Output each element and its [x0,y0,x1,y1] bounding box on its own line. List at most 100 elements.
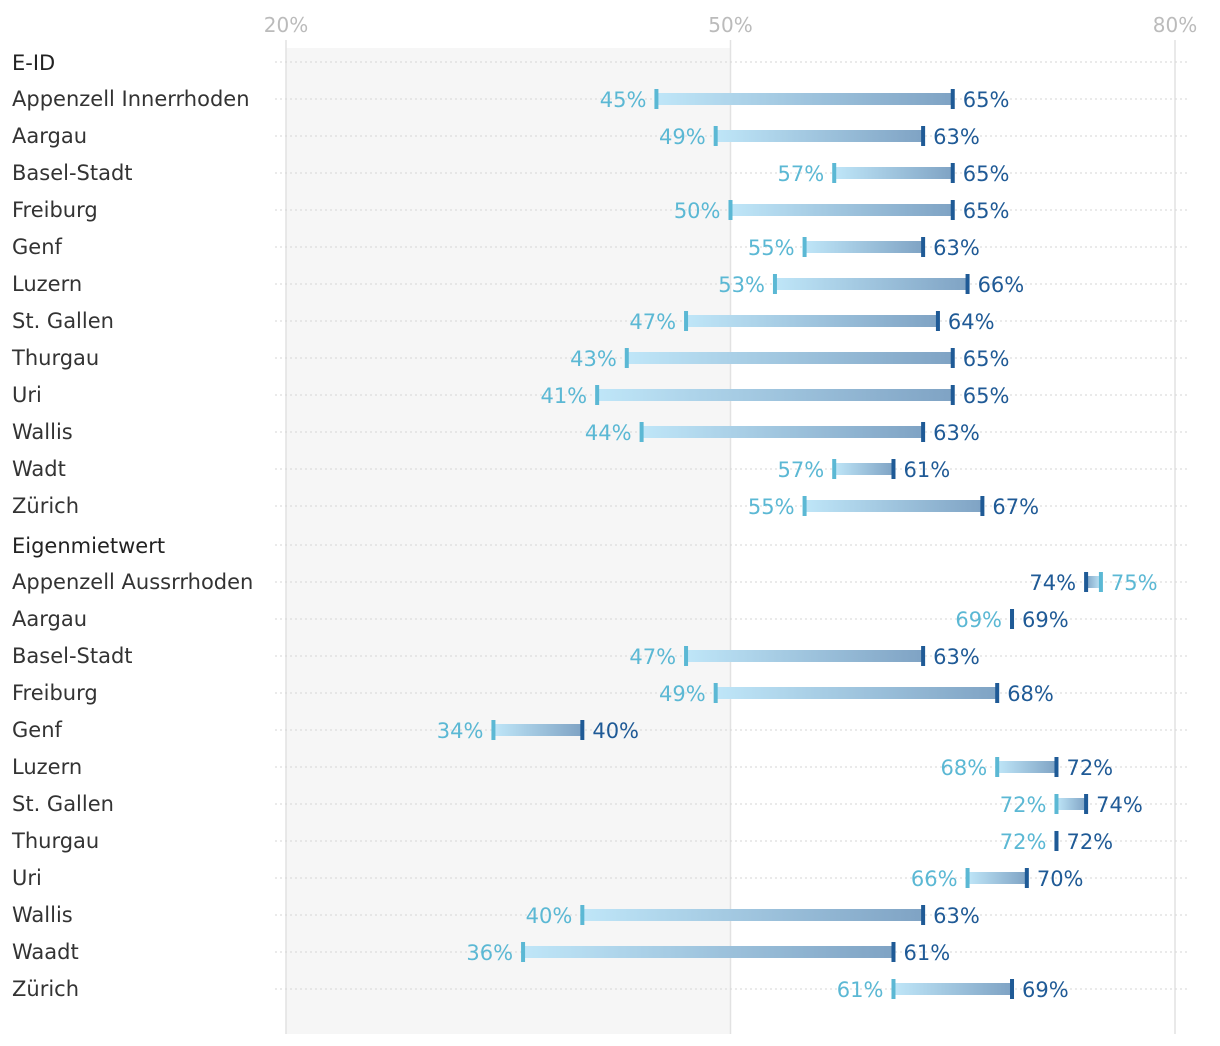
end-marker [935,311,940,331]
range-bar [715,130,924,142]
start-marker [580,905,585,925]
end-marker [950,89,955,109]
start-value-label: 45% [600,88,647,112]
category-label: Uri [12,866,42,890]
group-title: Eigenmietwert [12,534,165,558]
chart-rows: E-ID Appenzell Innerrhoden 45% 65% Aargau 49%… [11,51,1158,1002]
range-bar [582,909,924,921]
end-value-label: 65% [963,384,1010,408]
category-label: Zürich [12,494,79,518]
end-value-label: 63% [933,645,980,669]
end-value-label: 64% [948,310,995,334]
start-value-label: 43% [570,347,617,371]
end-marker [921,646,926,666]
end-marker [921,905,926,925]
start-value-label: 49% [659,125,706,149]
end-value-label: 61% [903,458,950,482]
start-marker [713,126,718,146]
end-marker [950,385,955,405]
category-label: Genf [12,718,63,742]
category-label: Aargau [12,124,87,148]
start-marker [639,422,644,442]
tick-label: 50% [708,13,752,37]
category-label: Wadt [12,457,66,481]
end-marker [1010,609,1015,629]
category-label: Wallis [12,903,73,927]
range-bar [834,167,953,179]
start-value-label: 34% [437,719,484,743]
tick-label: 20% [264,13,308,37]
category-label: Luzern [12,272,82,296]
end-marker [891,459,896,479]
end-marker [921,237,926,257]
range-bar [804,241,924,253]
start-value-label: 40% [526,904,573,928]
axis-ticks: 20% 50% 80% [264,13,1197,37]
start-marker [891,979,896,999]
start-value-label: 55% [748,495,795,519]
end-marker [1084,572,1089,592]
start-marker [491,720,496,740]
range-bar [774,278,968,290]
end-value-label: 63% [933,904,980,928]
start-marker [521,942,526,962]
range-bar [1086,576,1101,588]
category-label: Thurgau [11,829,99,853]
category-label: Wallis [12,420,73,444]
range-bar [997,761,1057,773]
category-label: St. Gallen [12,309,114,333]
end-marker [1054,757,1059,777]
end-value-label: 72% [1066,830,1113,854]
start-marker [832,459,837,479]
range-bar [686,650,924,662]
start-value-label: 72% [1000,793,1047,817]
start-marker [802,237,807,257]
end-marker [580,720,585,740]
start-value-label: 50% [674,199,721,223]
start-value-label: 69% [955,608,1002,632]
start-value-label: 66% [911,867,958,891]
start-value-label: 55% [748,236,795,260]
end-marker [891,942,896,962]
start-value-label: 57% [778,458,825,482]
end-value-label: 72% [1066,756,1113,780]
start-marker [684,311,689,331]
start-marker [832,163,837,183]
range-bar [893,983,1013,995]
start-value-label: 68% [941,756,988,780]
range-bar [523,946,894,958]
start-value-label: 47% [629,310,676,334]
start-value-label: 47% [629,645,676,669]
end-value-label: 63% [933,125,980,149]
start-marker [595,385,600,405]
category-label: Waadt [12,940,79,964]
start-marker [728,200,733,220]
end-marker [995,683,1000,703]
category-label: St. Gallen [12,792,114,816]
range-bar [686,315,938,327]
end-value-label: 70% [1037,867,1084,891]
end-marker [1084,794,1089,814]
end-value-label: 65% [963,347,1010,371]
end-marker [950,200,955,220]
end-marker [965,274,970,294]
range-bar [656,93,953,105]
start-marker [684,646,689,666]
start-value-label: 53% [718,273,765,297]
start-value-label: 75% [1111,571,1158,595]
end-marker [1024,868,1029,888]
start-marker [772,274,777,294]
category-label: Uri [12,383,42,407]
range-bar [626,352,953,364]
start-value-label: 44% [585,421,632,445]
range-bar [641,426,924,438]
start-marker [624,348,629,368]
start-marker [995,757,1000,777]
category-label: Freiburg [12,198,98,222]
end-value-label: 65% [963,162,1010,186]
end-marker [921,126,926,146]
category-label: Basel-Stadt [12,644,133,668]
category-label: Genf [12,235,63,259]
end-marker [1054,831,1059,851]
